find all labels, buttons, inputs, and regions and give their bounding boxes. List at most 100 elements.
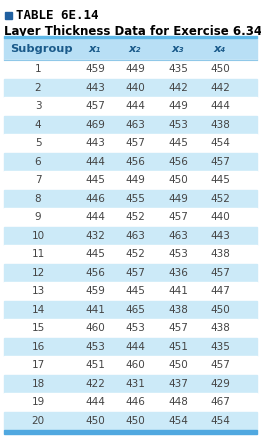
Text: 442: 442	[168, 83, 188, 93]
Bar	[5, 12, 12, 19]
Bar	[4, 430, 257, 434]
Bar	[4, 227, 257, 245]
Text: 465: 465	[125, 305, 145, 315]
Text: 19: 19	[31, 397, 45, 407]
Text: 431: 431	[125, 379, 145, 389]
Text: 454: 454	[210, 138, 230, 148]
Text: Layer Thickness Data for Exercise 6.34: Layer Thickness Data for Exercise 6.34	[4, 25, 261, 37]
Text: 450: 450	[125, 416, 145, 426]
Text: 438: 438	[168, 305, 188, 315]
Bar	[4, 375, 257, 393]
Text: 9: 9	[35, 212, 41, 222]
Bar	[4, 38, 257, 60]
Text: x₄: x₄	[214, 44, 226, 54]
Text: 459: 459	[85, 286, 105, 296]
Text: 20: 20	[31, 416, 45, 426]
Text: 452: 452	[125, 249, 145, 259]
Text: 457: 457	[168, 323, 188, 333]
Bar	[4, 338, 257, 356]
Text: 445: 445	[125, 286, 145, 296]
Text: 469: 469	[85, 120, 105, 130]
Text: 457: 457	[125, 138, 145, 148]
Text: 449: 449	[168, 101, 188, 111]
Text: 444: 444	[85, 397, 105, 407]
Text: 451: 451	[168, 342, 188, 352]
Text: 449: 449	[125, 64, 145, 74]
Text: 467: 467	[210, 397, 230, 407]
Bar	[4, 245, 257, 264]
Bar	[4, 393, 257, 412]
Text: 450: 450	[168, 175, 188, 185]
Text: 438: 438	[210, 120, 230, 130]
Text: 446: 446	[85, 194, 105, 204]
Bar	[4, 264, 257, 282]
Bar	[4, 282, 257, 301]
Text: 448: 448	[168, 397, 188, 407]
Text: x₁: x₁	[89, 44, 101, 54]
Text: 438: 438	[210, 323, 230, 333]
Text: 444: 444	[210, 101, 230, 111]
Text: 4: 4	[35, 120, 41, 130]
Text: 451: 451	[85, 360, 105, 370]
Text: 445: 445	[85, 249, 105, 259]
Text: 444: 444	[85, 212, 105, 222]
Bar	[4, 301, 257, 319]
Text: 456: 456	[125, 157, 145, 167]
Text: 12: 12	[31, 268, 45, 278]
Text: 437: 437	[168, 379, 188, 389]
Text: 443: 443	[210, 231, 230, 241]
Text: 8: 8	[35, 194, 41, 204]
Bar	[4, 412, 257, 430]
Text: 450: 450	[210, 305, 230, 315]
Text: 453: 453	[168, 120, 188, 130]
Bar	[4, 319, 257, 338]
Text: 5: 5	[35, 138, 41, 148]
Text: 440: 440	[125, 83, 145, 93]
Text: x₃: x₃	[172, 44, 184, 54]
Text: 454: 454	[168, 416, 188, 426]
Text: 442: 442	[210, 83, 230, 93]
Text: 453: 453	[125, 323, 145, 333]
Text: 2: 2	[35, 83, 41, 93]
Text: 444: 444	[85, 157, 105, 167]
Text: 450: 450	[85, 416, 105, 426]
Text: 460: 460	[85, 323, 105, 333]
Text: 457: 457	[210, 360, 230, 370]
Text: 456: 456	[85, 268, 105, 278]
Bar	[4, 190, 257, 208]
Text: 463: 463	[125, 120, 145, 130]
Text: 17: 17	[31, 360, 45, 370]
Text: 452: 452	[125, 212, 145, 222]
Text: 457: 457	[210, 157, 230, 167]
Text: 457: 457	[125, 268, 145, 278]
Text: 456: 456	[168, 157, 188, 167]
Text: 438: 438	[210, 249, 230, 259]
Text: 447: 447	[210, 286, 230, 296]
Text: 449: 449	[168, 194, 188, 204]
Bar	[4, 60, 257, 78]
Bar	[4, 78, 257, 97]
Text: 455: 455	[125, 194, 145, 204]
Text: 445: 445	[168, 138, 188, 148]
Bar	[4, 208, 257, 227]
Text: 441: 441	[168, 286, 188, 296]
Text: 15: 15	[31, 323, 45, 333]
Text: 457: 457	[85, 101, 105, 111]
Bar	[4, 171, 257, 190]
Text: 450: 450	[168, 360, 188, 370]
Text: 443: 443	[85, 138, 105, 148]
Text: 440: 440	[210, 212, 230, 222]
Text: 13: 13	[31, 286, 45, 296]
Text: x₂: x₂	[129, 44, 141, 54]
Text: 453: 453	[168, 249, 188, 259]
Bar	[4, 116, 257, 134]
Text: 436: 436	[168, 268, 188, 278]
Text: 460: 460	[125, 360, 145, 370]
Text: 10: 10	[31, 231, 45, 241]
Text: Subgroup: Subgroup	[10, 44, 73, 54]
Text: 441: 441	[85, 305, 105, 315]
Text: 450: 450	[210, 64, 230, 74]
Text: 463: 463	[168, 231, 188, 241]
Text: 459: 459	[85, 64, 105, 74]
Bar	[4, 153, 257, 171]
